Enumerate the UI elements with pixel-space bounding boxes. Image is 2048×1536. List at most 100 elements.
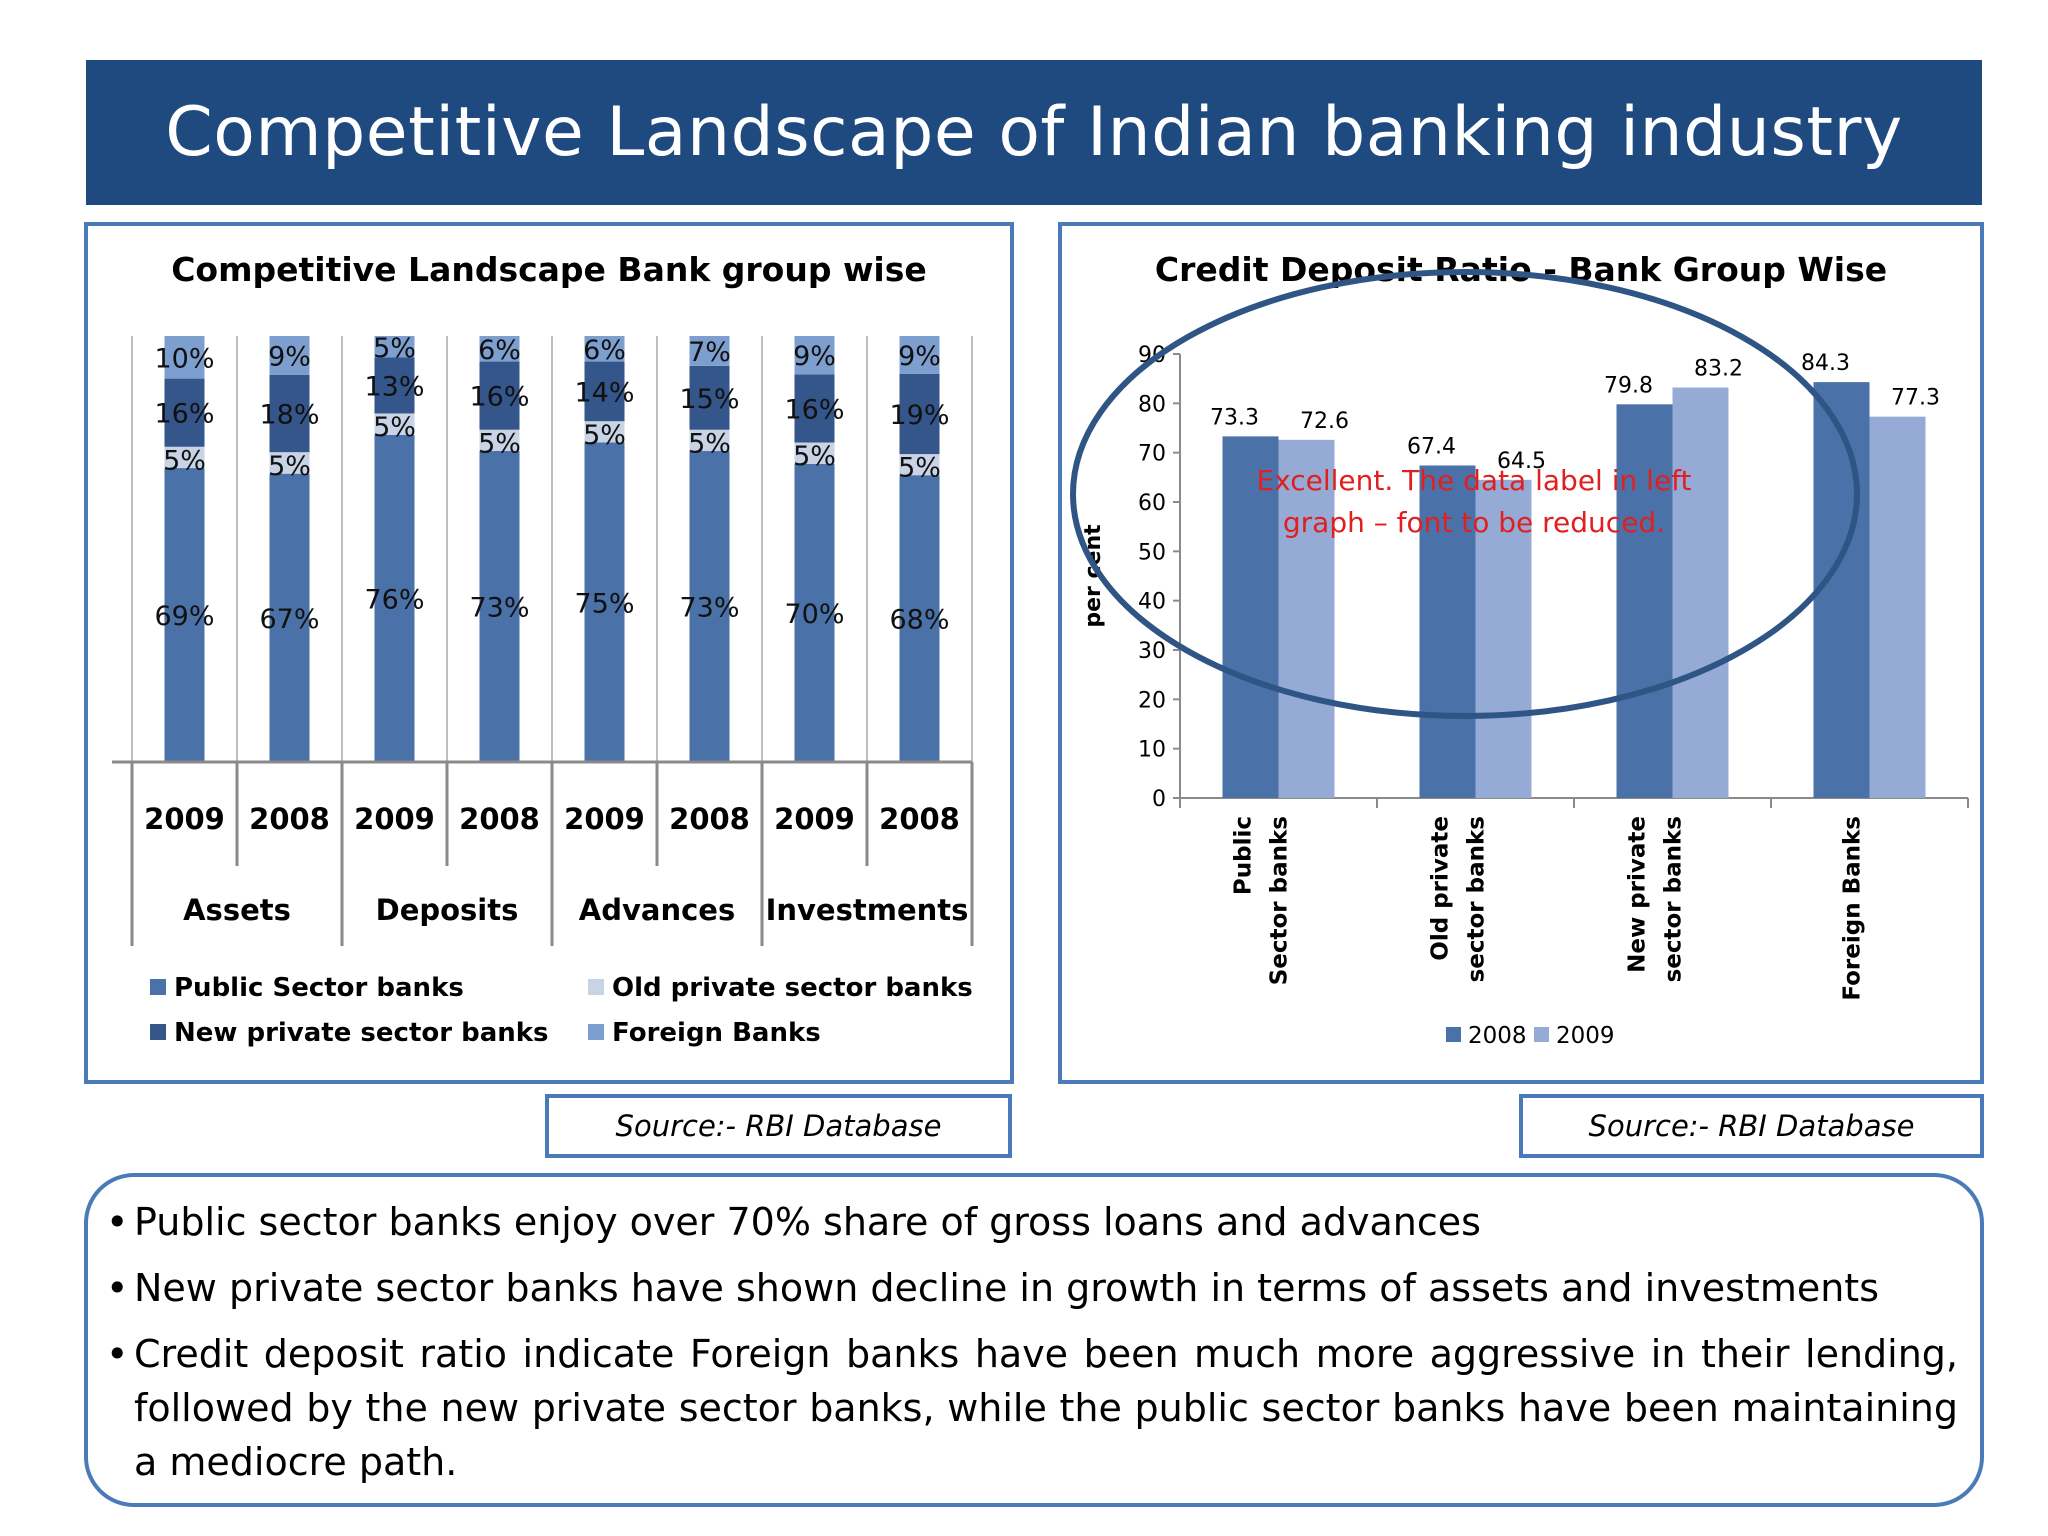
bullet-item: New private sector banks have shown decl… <box>106 1261 1958 1315</box>
bar-segment <box>689 451 730 762</box>
bar-segment <box>269 452 310 474</box>
y-tick-label: 60 <box>1138 491 1166 516</box>
data-label: 73% <box>679 593 739 624</box>
right-source-text: Source:- RBI Database <box>1588 1109 1915 1143</box>
data-label: 69% <box>154 601 214 632</box>
data-label: 73% <box>469 593 529 624</box>
bar-segment <box>479 451 520 762</box>
left-source-text: Source:- RBI Database <box>615 1109 942 1143</box>
data-label: 7% <box>688 337 731 368</box>
y-tick-label: 0 <box>1152 787 1166 812</box>
data-label: 68% <box>889 605 949 636</box>
legend-label: Old private sector banks <box>612 973 973 1003</box>
x-tick-label: 2009 <box>564 802 645 836</box>
legend-label: 2008 <box>1468 1023 1527 1049</box>
bar-segment <box>374 336 415 358</box>
left-chart-title: Competitive Landscape Bank group wise <box>171 250 927 289</box>
data-label: 5% <box>373 333 416 364</box>
x-tick-label: 2009 <box>774 802 855 836</box>
bar <box>1222 436 1279 798</box>
data-label: 18% <box>259 399 319 430</box>
legend-swatch <box>1534 1027 1549 1042</box>
y-tick-label: 50 <box>1138 540 1166 565</box>
data-label: 5% <box>898 453 941 484</box>
right-chart-panel: Credit Deposit Ratio - Bank Group Wise 0… <box>1058 222 1984 1084</box>
bar-segment <box>164 378 205 447</box>
x-tick-label: Foreign Banks <box>1840 816 1866 1001</box>
annotation-text: graph – font to be reduced. <box>1283 506 1665 539</box>
y-tick-label: 20 <box>1138 688 1166 713</box>
x-tick-label: sector banks <box>1661 816 1687 982</box>
y-tick-label: 40 <box>1138 590 1166 615</box>
right-source-box: Source:- RBI Database <box>1519 1094 1984 1158</box>
summary-box: Public sector banks enjoy over 70% share… <box>84 1173 1984 1507</box>
data-label: 84.3 <box>1801 351 1850 376</box>
bar-segment <box>269 473 310 762</box>
legend-swatch <box>588 979 604 995</box>
bar-segment <box>899 373 940 455</box>
data-label: 5% <box>163 445 206 476</box>
slide-title: Competitive Landscape of Indian banking … <box>165 93 1903 172</box>
data-label: 9% <box>898 341 941 372</box>
data-label: 67.4 <box>1407 434 1456 459</box>
data-label: 6% <box>478 335 521 366</box>
bar-segment <box>164 468 205 762</box>
bar <box>1813 382 1870 798</box>
bar-segment <box>689 365 730 430</box>
data-label: 77.3 <box>1891 386 1940 411</box>
data-label: 83.2 <box>1694 357 1743 382</box>
title-bar: Competitive Landscape of Indian banking … <box>86 60 1982 205</box>
bar-segment <box>374 413 415 435</box>
data-label: 70% <box>784 599 844 630</box>
data-label: 76% <box>364 584 424 615</box>
legend-label: 2009 <box>1556 1023 1615 1049</box>
bar-segment <box>479 429 520 452</box>
x-tick-label: sector banks <box>1464 816 1490 982</box>
left-chart-panel: Competitive Landscape Bank group wise 69… <box>84 222 1014 1084</box>
bullet-item: Credit deposit ratio indicate Foreign ba… <box>106 1327 1958 1489</box>
group-label: Investments <box>766 893 969 927</box>
y-tick-label: 10 <box>1138 738 1166 763</box>
data-label: 6% <box>583 335 626 366</box>
x-tick-label: New private <box>1625 816 1651 973</box>
data-label: 9% <box>268 341 311 372</box>
y-tick-label: 70 <box>1138 442 1166 467</box>
data-label: 5% <box>373 412 416 443</box>
legend-label: Foreign Banks <box>612 1018 821 1048</box>
bar-segment <box>794 374 835 443</box>
annotation-ellipse <box>1070 269 1860 719</box>
bar <box>1278 439 1335 798</box>
bar <box>1869 416 1926 798</box>
x-tick-label: 2008 <box>879 802 960 836</box>
right-chart-title: Credit Deposit Ratio - Bank Group Wise <box>1154 250 1888 289</box>
legend-swatch <box>150 979 166 995</box>
data-label: 73.3 <box>1210 405 1259 430</box>
annotation-text: Excellent. The data label in left <box>1256 464 1691 497</box>
group-label: Deposits <box>376 893 519 927</box>
bar-segment <box>689 429 730 452</box>
x-tick-label: Old private <box>1428 816 1454 961</box>
x-tick-label: 2008 <box>249 802 330 836</box>
bar-segment <box>689 336 730 366</box>
legend-swatch <box>588 1024 604 1040</box>
bar <box>1672 387 1729 798</box>
bar-segment <box>899 454 940 476</box>
data-label: 5% <box>478 428 521 459</box>
data-label: 16% <box>154 399 214 430</box>
bar-segment <box>374 434 415 762</box>
data-label: 5% <box>688 428 731 459</box>
bar <box>1475 479 1532 798</box>
bar-segment <box>584 336 625 362</box>
x-tick-label: Sector banks <box>1267 816 1293 985</box>
data-label: 5% <box>793 441 836 472</box>
data-label: 5% <box>268 451 311 482</box>
bar <box>1419 465 1476 798</box>
legend-swatch <box>1446 1027 1461 1042</box>
bar-segment <box>374 357 415 414</box>
data-label: 67% <box>259 604 319 635</box>
bar-segment <box>794 336 835 375</box>
bar-segment <box>164 446 205 469</box>
bar-segment <box>269 336 310 375</box>
data-label: 72.6 <box>1300 409 1349 434</box>
